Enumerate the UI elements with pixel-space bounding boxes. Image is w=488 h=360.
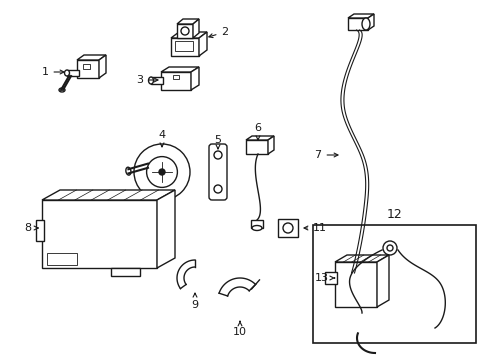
Ellipse shape xyxy=(361,18,369,30)
Polygon shape xyxy=(99,55,106,78)
Polygon shape xyxy=(334,255,388,262)
Bar xyxy=(325,272,336,284)
Bar xyxy=(36,220,44,241)
Bar xyxy=(173,75,179,79)
Polygon shape xyxy=(161,72,191,90)
Ellipse shape xyxy=(347,273,357,285)
Polygon shape xyxy=(347,14,373,18)
Circle shape xyxy=(214,151,222,159)
Ellipse shape xyxy=(125,167,131,175)
Polygon shape xyxy=(193,19,199,38)
Text: 13: 13 xyxy=(314,273,334,283)
Circle shape xyxy=(134,144,190,200)
Polygon shape xyxy=(161,67,199,72)
Bar xyxy=(278,219,297,237)
Polygon shape xyxy=(42,190,175,200)
Text: 9: 9 xyxy=(191,293,198,310)
Circle shape xyxy=(146,157,177,188)
Text: 10: 10 xyxy=(232,321,246,337)
Circle shape xyxy=(283,223,292,233)
Circle shape xyxy=(159,169,164,175)
Text: 1: 1 xyxy=(41,67,64,77)
Circle shape xyxy=(386,245,392,251)
Text: 2: 2 xyxy=(208,27,228,37)
Circle shape xyxy=(181,27,189,35)
Text: 7: 7 xyxy=(314,150,337,160)
Polygon shape xyxy=(77,55,106,60)
Bar xyxy=(346,285,358,291)
Text: 11: 11 xyxy=(304,223,326,233)
Polygon shape xyxy=(191,67,199,90)
Ellipse shape xyxy=(251,225,262,230)
Bar xyxy=(83,64,90,69)
Bar xyxy=(151,77,163,84)
Ellipse shape xyxy=(148,77,153,84)
Bar xyxy=(312,225,475,343)
Polygon shape xyxy=(334,262,376,307)
Bar xyxy=(67,70,79,76)
Polygon shape xyxy=(367,14,373,30)
Polygon shape xyxy=(177,24,193,38)
Polygon shape xyxy=(347,18,367,30)
Ellipse shape xyxy=(64,70,69,76)
Bar xyxy=(250,220,263,228)
Bar xyxy=(175,41,193,51)
Text: 12: 12 xyxy=(386,208,402,221)
Bar xyxy=(47,253,77,265)
Polygon shape xyxy=(171,38,199,56)
Text: 4: 4 xyxy=(158,130,165,147)
Polygon shape xyxy=(199,32,206,56)
Polygon shape xyxy=(157,190,175,268)
Polygon shape xyxy=(77,60,99,78)
Circle shape xyxy=(382,241,396,255)
Polygon shape xyxy=(245,136,273,140)
Polygon shape xyxy=(42,200,157,268)
Text: 3: 3 xyxy=(136,75,158,85)
Polygon shape xyxy=(177,19,199,24)
Text: 6: 6 xyxy=(254,123,261,140)
FancyBboxPatch shape xyxy=(208,144,226,200)
Ellipse shape xyxy=(59,88,65,92)
Polygon shape xyxy=(245,140,267,154)
Polygon shape xyxy=(171,32,206,38)
Bar xyxy=(111,268,140,276)
Polygon shape xyxy=(376,255,388,307)
Text: 8: 8 xyxy=(24,223,38,233)
Ellipse shape xyxy=(350,276,355,282)
Circle shape xyxy=(214,185,222,193)
Text: 5: 5 xyxy=(214,135,221,149)
Polygon shape xyxy=(267,136,273,154)
